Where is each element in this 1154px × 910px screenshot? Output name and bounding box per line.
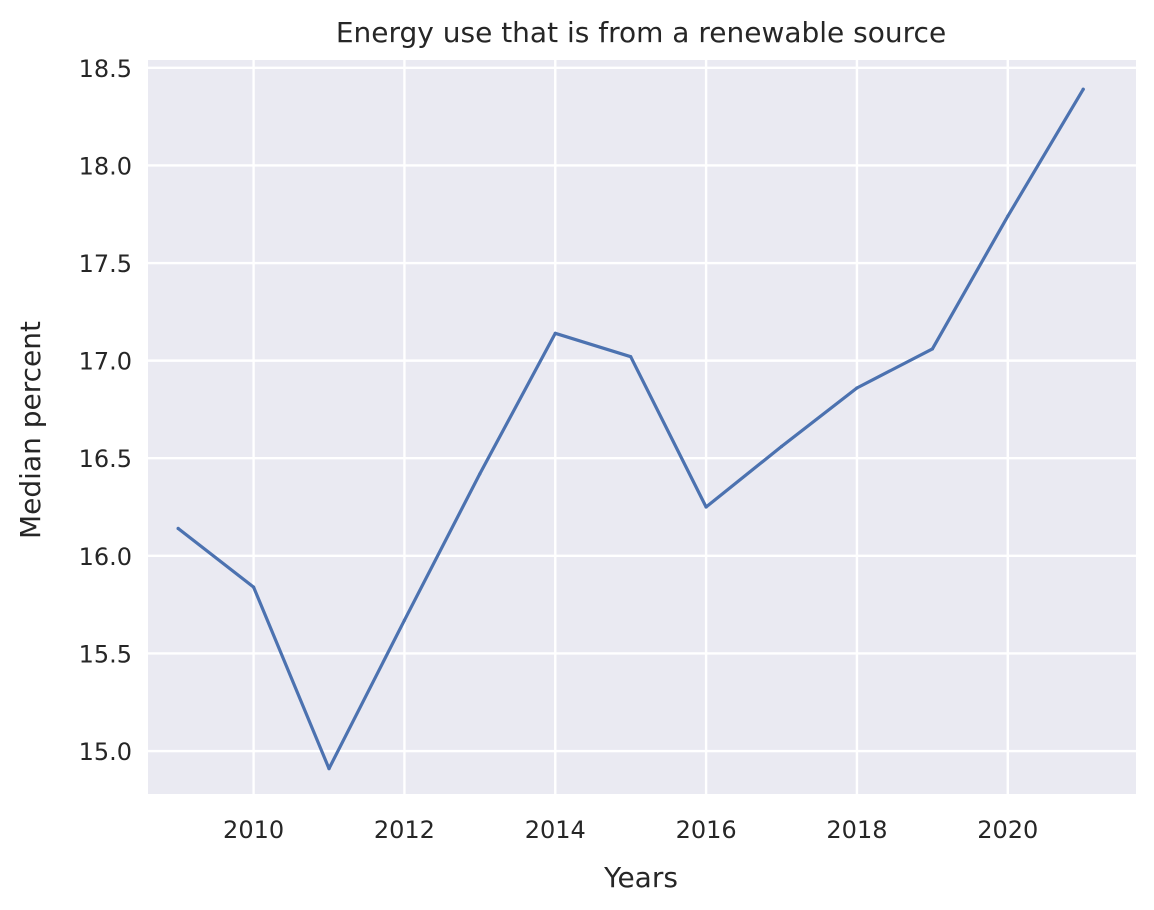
data-point (779, 444, 784, 449)
y-tick-label: 17.5 (79, 250, 132, 278)
x-tick-label: 2012 (374, 816, 435, 844)
data-point (855, 386, 859, 390)
data-point (251, 585, 256, 589)
x-tick-label: 2010 (223, 816, 284, 844)
x-tick-label: 2016 (676, 816, 737, 844)
y-tick-label: 16.5 (79, 445, 132, 473)
y-tick-label: 17.0 (79, 348, 132, 376)
y-tick-labels: 15.0 15.5 16.0 16.5 17.0 17.5 18.0 18.5 (79, 55, 132, 766)
data-point (629, 355, 633, 359)
data-point (402, 618, 407, 622)
data-point (930, 347, 934, 351)
x-tick-labels: 2010 2012 2014 2016 2018 2020 (223, 816, 1038, 844)
x-tick-label: 2020 (977, 816, 1038, 844)
vertical-gridlines (252, 60, 1009, 794)
y-axis-title: Median percent (14, 321, 47, 539)
data-point (1006, 214, 1010, 218)
x-tick-label: 2018 (826, 816, 887, 844)
x-axis-title: Years (603, 861, 678, 894)
horizontal-gridlines (148, 66, 1136, 753)
data-point (1081, 87, 1085, 91)
y-tick-label: 18.5 (79, 55, 132, 83)
series-layer (176, 87, 1085, 771)
data-point (176, 526, 180, 531)
data-point (704, 505, 708, 509)
data-point (478, 472, 482, 476)
y-tick-label: 15.0 (79, 738, 132, 766)
plot-area (148, 60, 1136, 794)
data-point (327, 767, 331, 771)
y-tick-label: 18.0 (79, 152, 132, 180)
y-tick-label: 16.0 (79, 543, 132, 571)
y-tick-label: 15.5 (79, 640, 132, 668)
data-point (553, 331, 557, 335)
chart-title: Energy use that is from a renewable sour… (336, 16, 946, 49)
x-tick-label: 2014 (525, 816, 586, 844)
